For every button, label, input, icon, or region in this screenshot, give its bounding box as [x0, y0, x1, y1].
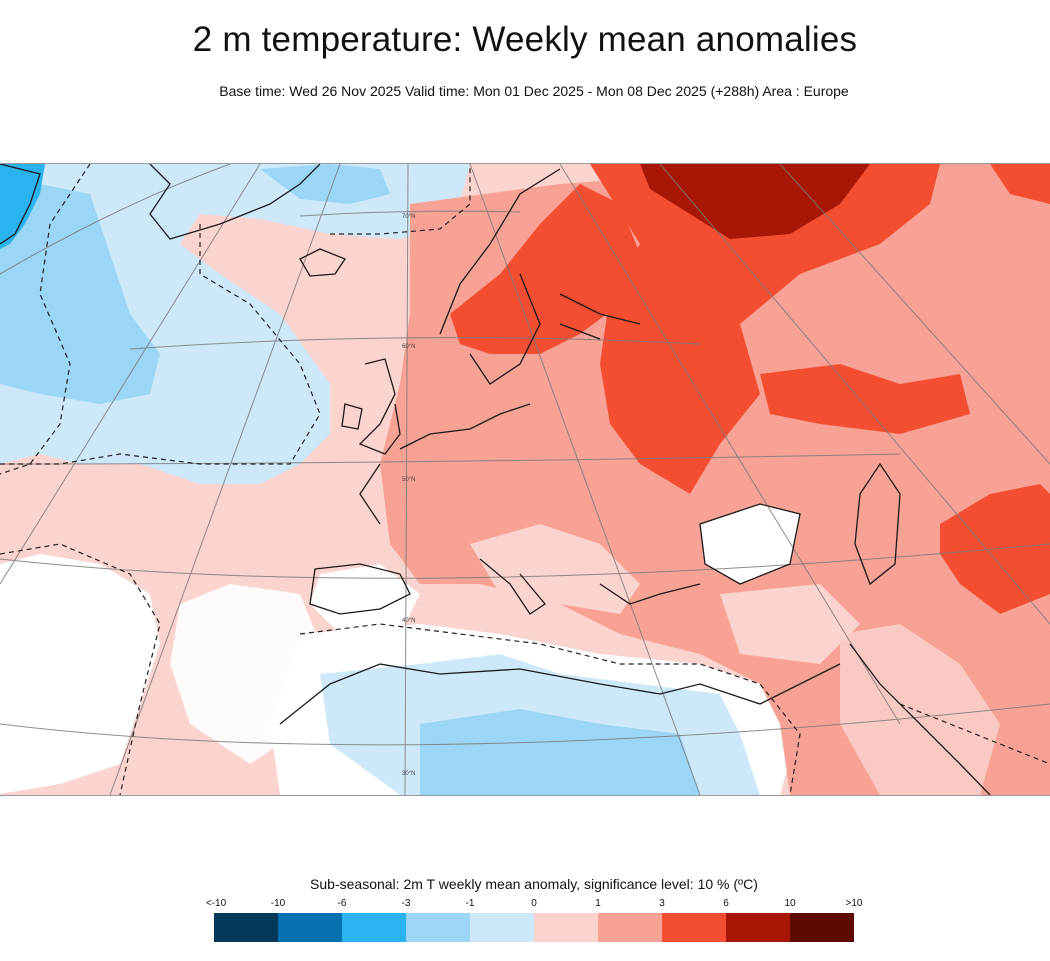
meridian-e1: [469, 164, 701, 795]
coast-greenland: [0, 164, 41, 245]
contour-north-sea: [330, 164, 471, 235]
field-central-atlantic-neutral: [0, 554, 160, 794]
meridian-w1: [109, 164, 341, 795]
coastlines: [0, 164, 991, 795]
coast-north-africa: [279, 663, 841, 725]
coast-baltic: [559, 293, 641, 340]
lat-label: 70°N: [402, 214, 415, 220]
field-northern-russia-very-warm: [640, 164, 870, 239]
meridian-e4: [779, 164, 1050, 465]
legend-tick: -3: [401, 898, 411, 909]
page-subtitle: Base time: Wed 26 Nov 2025 Valid time: M…: [219, 83, 849, 99]
coast-italy: [479, 558, 546, 615]
contour-atlantic-west: [0, 164, 91, 475]
meridian-w3: [0, 164, 231, 275]
legend-swatch: [342, 913, 406, 942]
lat-labels: 70°N 60°N 50°N 40°N 30°N: [402, 214, 415, 777]
legend-swatch: [534, 913, 598, 942]
legend-tick: >10: [845, 898, 863, 909]
coast-britain: [358, 358, 401, 455]
coast-iceland: [299, 248, 346, 277]
field-anatolia-light: [720, 584, 860, 664]
field-iberia-interior: [310, 564, 420, 634]
contour-azores: [0, 543, 161, 795]
legend-color-bar: [214, 913, 854, 942]
map-canvas: 70°N 60°N 50°N 40°N 30°N: [0, 164, 1050, 795]
legend-tick: <-10: [205, 898, 227, 909]
field-scandinavia-warm: [450, 184, 640, 354]
lat-label: 60°N: [402, 344, 415, 350]
legend-tick: 6: [723, 898, 729, 909]
legend-tick: 0: [531, 898, 537, 909]
legend-swatch: [790, 913, 854, 942]
legend-swatch: [726, 913, 790, 942]
legend-tick: -1: [465, 898, 475, 909]
field-middle-east-mild: [840, 624, 1000, 795]
coast-middle-east: [849, 643, 991, 795]
coast-east-greenland: [149, 164, 321, 240]
coast-greece-turkey: [599, 583, 701, 605]
legend-tick: 1: [595, 898, 601, 909]
legend-swatch: [214, 913, 278, 942]
graticule: [0, 164, 1050, 795]
legend-swatch: [662, 913, 726, 942]
legend-tick: 10: [784, 898, 796, 909]
field-libya-egypt-cool: [420, 709, 700, 795]
parallel-50n: [0, 453, 901, 465]
coast-ireland: [341, 403, 363, 430]
parallel-70n: [299, 210, 521, 217]
lat-label: 40°N: [402, 618, 415, 624]
field-greenland-cold: [0, 164, 45, 249]
contour-atlantic-central: [0, 224, 321, 465]
meridian-e3: [659, 164, 1050, 625]
significance-contours: [0, 164, 1050, 795]
anomaly-map: 70°N 60°N 50°N 40°N 30°N: [0, 163, 1050, 796]
lat-label: 50°N: [402, 477, 415, 483]
legend-title: Sub-seasonal: 2m T weekly mean anomaly, …: [310, 876, 758, 892]
field-west-atlantic-cool: [0, 184, 160, 404]
coast-scandinavia: [439, 168, 561, 385]
parallel-40n: [0, 543, 1050, 579]
meridian-e2: [559, 164, 901, 725]
contour-north-africa: [299, 623, 801, 795]
legend-swatch: [406, 913, 470, 942]
legend-tick: -6: [337, 898, 347, 909]
field-north-atlantic-cool: [0, 164, 470, 484]
field-black-sea-neutral: [700, 504, 800, 584]
coast-france: [359, 403, 531, 525]
parallel-30n: [0, 703, 1050, 746]
field-iceland-cool: [260, 164, 390, 204]
legend-swatch: [470, 913, 534, 942]
legend-tick: -10: [270, 898, 286, 909]
field-russia-warm: [590, 164, 940, 494]
coast-black-sea: [699, 503, 801, 585]
coast-caspian: [854, 462, 901, 586]
field-balkan-light: [470, 524, 640, 614]
parallel-60n: [129, 337, 701, 350]
field-caspian-warm: [760, 364, 970, 434]
meridian-0: [404, 164, 409, 795]
legend-swatch: [598, 913, 662, 942]
lat-label: 30°N: [402, 771, 415, 777]
legend-tick: 3: [659, 898, 665, 909]
legend-swatch: [278, 913, 342, 942]
meridian-w2: [0, 164, 261, 585]
coast-iberia: [309, 563, 411, 615]
field-north-urals-warm: [990, 164, 1050, 204]
page-title: 2 m temperature: Weekly mean anomalies: [192, 20, 858, 59]
